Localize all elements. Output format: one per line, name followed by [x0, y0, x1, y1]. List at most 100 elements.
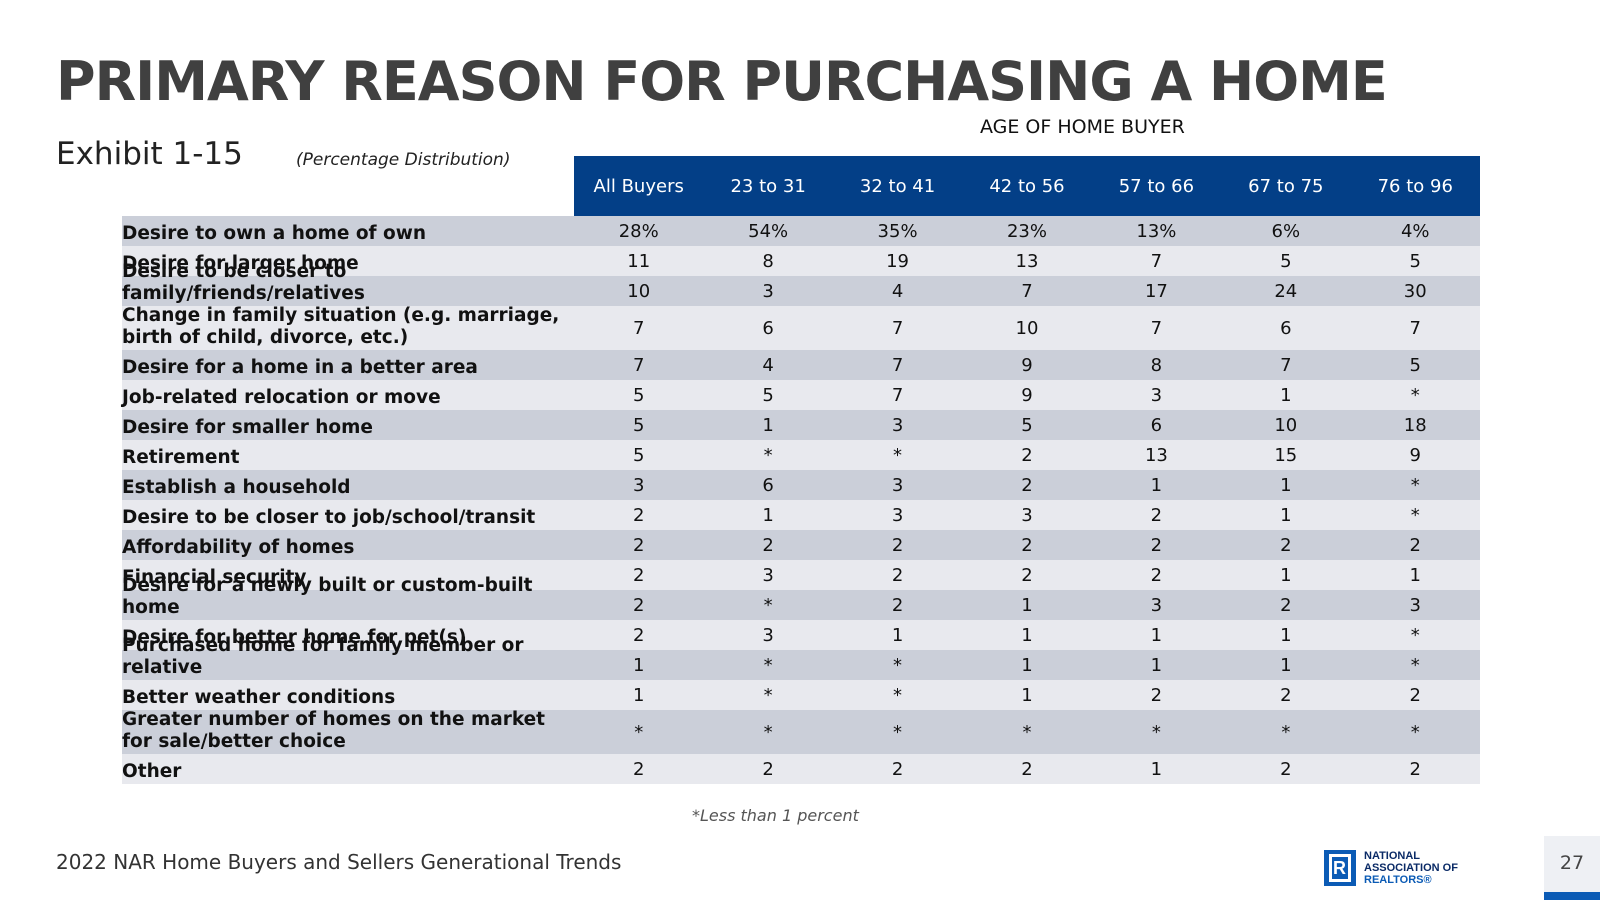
table-header: All Buyers 23 to 31 32 to 41 42 to 56 57 to …	[574, 156, 1480, 216]
table-cell: 5	[1409, 250, 1421, 272]
table-cell: 7	[1150, 317, 1163, 339]
table-cell: 35%	[877, 220, 918, 242]
table-cell: 19	[886, 250, 909, 272]
table-cell: 3	[891, 474, 904, 496]
table-row: Desire for smaller home 5 1 3 5 6 10 18	[122, 410, 1480, 440]
table-cell: 10	[627, 280, 651, 302]
table-cell: *	[893, 684, 903, 706]
table-cell: 2	[1021, 474, 1033, 496]
table-cell: 4	[891, 280, 904, 302]
table-cell: 2	[1409, 684, 1421, 706]
exhibit-label: Exhibit 1-15	[56, 136, 243, 172]
table-cell: 30	[1403, 280, 1427, 302]
row-label: Desire for smaller home	[122, 416, 373, 438]
table-cell: 2	[1021, 564, 1033, 586]
table-cell: 5	[762, 384, 774, 406]
table-row: Establish a household 3 6 3 2 1 1 *	[122, 470, 1480, 500]
table-cell: 7	[1021, 280, 1033, 302]
table-cell: 1	[1150, 624, 1163, 646]
table-cell: 1	[1150, 758, 1163, 780]
table-row: Desire for a home in a better area 7 4 7 9 8 7…	[122, 350, 1480, 380]
table-cell: 13	[1015, 250, 1039, 272]
table-cell: 7	[891, 384, 904, 406]
table-row: Better weather conditions 1 * * 1 2 2 2	[122, 680, 1480, 710]
table-cell: 1	[1021, 594, 1033, 616]
distribution-note: (Percentage Distribution)	[296, 150, 511, 170]
row-label: Desire for better home for pet(s)	[122, 626, 467, 648]
table-cell: 2	[891, 594, 904, 616]
table-cell: 23%	[1006, 220, 1047, 242]
table-cell: 6	[1150, 414, 1163, 436]
table-cell: 1	[1150, 654, 1163, 676]
table-cell: *	[763, 594, 773, 616]
realtor-r-icon: R	[1324, 850, 1356, 886]
table-cell: 1	[1409, 564, 1421, 586]
table-cell: 3	[762, 624, 774, 646]
table-cell: 1	[1150, 474, 1163, 496]
table-row: Retirement 5 * * 2 13 15 9	[122, 440, 1480, 470]
table-cell: 3	[762, 280, 774, 302]
table-cell: 2	[1150, 564, 1163, 586]
table-cell: 3	[632, 474, 645, 496]
table-cell: 1	[1021, 654, 1033, 676]
row-label: Affordability of homes	[122, 536, 355, 558]
table-cell: 2	[1150, 504, 1163, 526]
table-cell: 7	[891, 354, 904, 376]
column-header: 67 to 75	[1248, 175, 1324, 197]
table-cell: 2	[891, 564, 904, 586]
table-cell: 5	[632, 384, 645, 406]
table-row: Desire for better home for pet(s) 2 3 1 1 1 1 *	[122, 620, 1480, 650]
table-cell: 5	[1409, 354, 1421, 376]
logo-text: NATIONAL ASSOCIATION OF REALTORS®	[1364, 850, 1458, 886]
row-label: Other	[122, 760, 182, 782]
table-cell: 2	[1021, 758, 1033, 780]
table-cell: *	[893, 654, 903, 676]
table-row: Desire for a newly built or custom-built…	[122, 575, 1480, 620]
table-body: Desire to own a home of own 28% 54% 35% 23% 1…	[122, 216, 1480, 784]
table-row: Job-related relocation or move 5 5 7 9 3 1 *	[122, 380, 1480, 410]
column-header: 42 to 56	[989, 175, 1065, 197]
table-cell: 5	[632, 414, 645, 436]
table-cell: *	[1410, 654, 1420, 676]
table-cell: 3	[1409, 594, 1421, 616]
table-cell: 1	[1280, 654, 1292, 676]
table-cell: 2	[1021, 444, 1033, 466]
table-cell: 5	[1280, 250, 1292, 272]
table-row: Change in family situation (e.g. marriag…	[122, 305, 1480, 350]
table-row: Financial security 2 3 2 2 2 1 1	[122, 560, 1480, 590]
table-cell: 1	[1021, 624, 1033, 646]
column-header: 76 to 96	[1377, 175, 1453, 197]
table-row: Desire to be closer to family/friends/re…	[122, 261, 1480, 306]
table-row: Other 2 2 2 2 1 2 2	[122, 754, 1480, 784]
row-label: Desire for a newly built or custom-built…	[122, 575, 533, 618]
table-cell: 3	[1021, 504, 1033, 526]
page-number: 27	[1559, 852, 1585, 874]
table-cell: 2	[632, 594, 645, 616]
table-cell: 7	[1409, 317, 1421, 339]
nar-logo: R NATIONAL ASSOCIATION OF REALTORS®	[1324, 850, 1458, 886]
source-footer: 2022 NAR Home Buyers and Sellers Generat…	[56, 850, 622, 874]
table-cell: 28%	[618, 220, 659, 242]
column-header: 23 to 31	[730, 175, 806, 197]
table-cell: 9	[1021, 384, 1033, 406]
row-label: Desire for a home in a better area	[122, 356, 478, 378]
row-label: Purchased home for family member or rela…	[122, 635, 523, 678]
table-cell: 3	[762, 564, 774, 586]
table-cell: 24	[1274, 280, 1298, 302]
table-cell: *	[1410, 474, 1420, 496]
table-cell: 1	[1021, 684, 1033, 706]
table-cell: 2	[1409, 534, 1421, 556]
table-cell: 2	[1280, 534, 1292, 556]
table-cell: 18	[1403, 414, 1427, 436]
table-cell: 2	[632, 624, 645, 646]
table-cell: *	[1151, 721, 1161, 743]
table-cell: 6	[762, 474, 774, 496]
table-cell: *	[763, 654, 773, 676]
table-cell: *	[1022, 721, 1032, 743]
table-cell: 8	[762, 250, 774, 272]
table-cell: *	[763, 444, 773, 466]
table-cell: 7	[632, 317, 645, 339]
age-header: AGE OF HOME BUYER	[980, 116, 1185, 138]
row-label: Financial security	[122, 566, 307, 588]
table-cell: 17	[1144, 280, 1168, 302]
